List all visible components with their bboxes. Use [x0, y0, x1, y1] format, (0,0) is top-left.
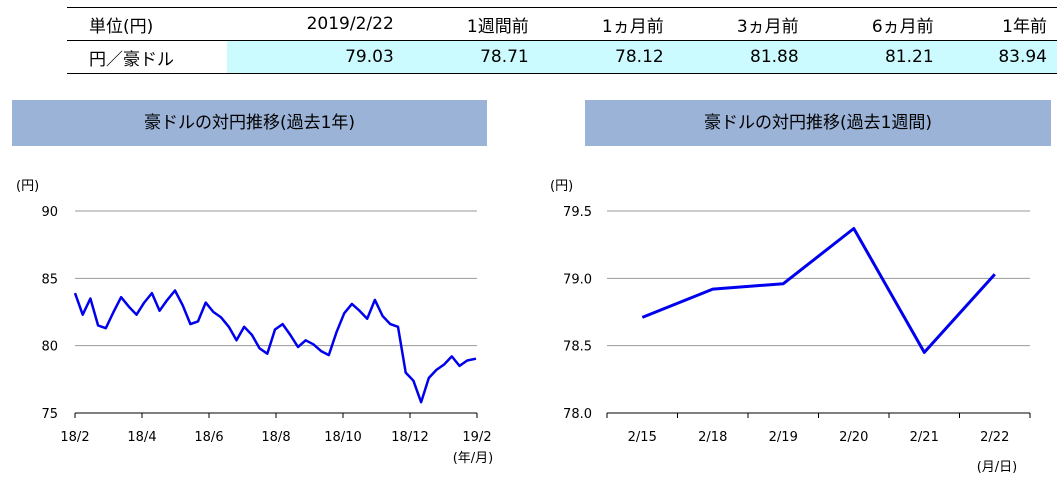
rate-value-1w: 78.71	[403, 40, 539, 74]
chart1-x-tick-label: 18/6	[194, 430, 223, 445]
chart2-series-line	[641, 227, 996, 354]
chart2-x-unit-label: (月/日)	[977, 460, 1018, 475]
chart1-series-line	[73, 289, 477, 404]
rate-table-header-1w: 1週間前	[403, 7, 539, 41]
chart2-x-tick-label: 2/20	[839, 430, 868, 445]
rate-value-3m: 81.88	[673, 40, 809, 74]
rate-value-1m: 78.12	[538, 40, 674, 74]
chart1-x-unit-label: (年/月)	[453, 451, 494, 466]
chart2-x-tick-label: 2/22	[980, 430, 1009, 445]
chart-title-1year: 豪ドルの対円推移(過去1年)	[12, 100, 487, 146]
chart2-y-tick-label: 78.5	[563, 340, 592, 355]
chart2-x-tick-label: 2/19	[769, 430, 798, 445]
chart1-y-tick-label: 75	[41, 407, 58, 422]
rate-table-header-row: 単位(円) 2019/2/22 1週間前 1ヵ月前 3ヵ月前 6ヵ月前 1年前	[67, 7, 1057, 41]
rate-table-header-3m: 3ヵ月前	[673, 7, 809, 41]
rate-table-row-label: 円／豪ドル	[67, 40, 227, 74]
chart-title-1week: 豪ドルの対円推移(過去1週間)	[585, 100, 1051, 146]
chart1-x-tick-label: 18/8	[261, 430, 290, 445]
chart2-x-tick-label: 2/21	[910, 430, 939, 445]
chart1-y-tick-label: 85	[41, 272, 58, 287]
chart1-x-tick-label: 18/10	[324, 430, 361, 445]
chart1-y-tick-label: 80	[41, 340, 58, 355]
rate-table-header-6m: 6ヵ月前	[808, 7, 944, 41]
rate-table-unit-header: 単位(円)	[67, 7, 227, 41]
rate-table: 単位(円) 2019/2/22 1週間前 1ヵ月前 3ヵ月前 6ヵ月前 1年前 …	[67, 7, 1057, 74]
rate-value-1y: 83.94	[943, 40, 1057, 74]
chart1-x-tick-label: 18/12	[391, 430, 428, 445]
chart2-x-tick-label: 2/15	[628, 430, 657, 445]
chart1-unit-label: (円)	[16, 179, 39, 194]
rate-table-header-1y: 1年前	[943, 7, 1057, 41]
chart1-x-tick-label: 18/2	[60, 430, 89, 445]
chart2-unit-label: (円)	[550, 179, 573, 194]
chart2-y-tick-label: 78.0	[563, 407, 592, 422]
rate-table-header-current: 2019/2/22	[227, 7, 404, 41]
rate-table-header-1m: 1ヵ月前	[538, 7, 674, 41]
rate-value-current: 79.03	[227, 40, 404, 74]
chart1-y-tick-label: 90	[41, 205, 58, 220]
rate-table-row: 円／豪ドル 79.03 78.71 78.12 81.88 81.21 83.9…	[67, 40, 1057, 74]
rate-value-6m: 81.21	[808, 40, 944, 74]
chart1-x-tick-label: 18/4	[127, 430, 156, 445]
chart1-x-tick-label: 19/2	[462, 430, 491, 445]
chart2-x-tick-label: 2/18	[698, 430, 727, 445]
chart2-y-tick-label: 79.0	[563, 272, 592, 287]
chart2-y-tick-label: 79.5	[563, 205, 592, 220]
